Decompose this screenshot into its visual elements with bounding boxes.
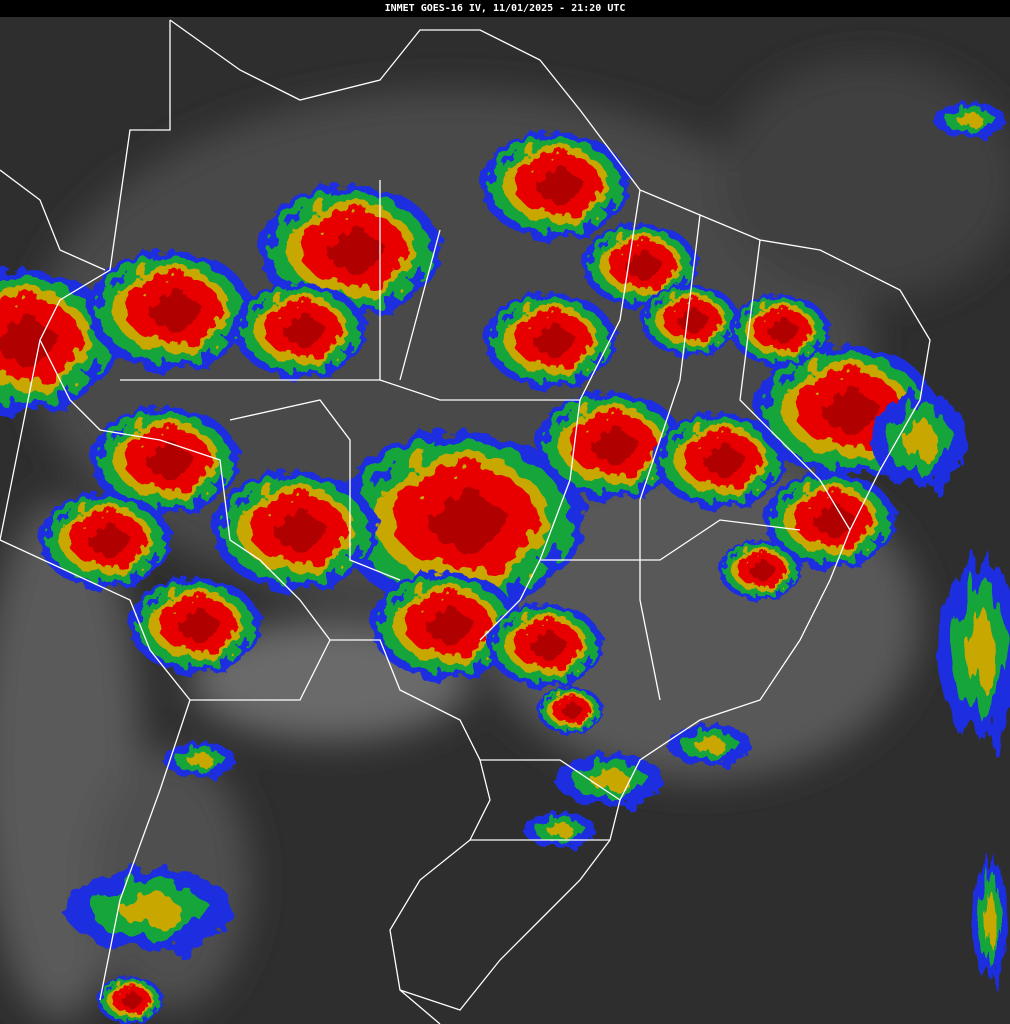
satellite-map [0,17,1010,1024]
title: INMET GOES-16 IV, 11/01/2025 - 21:20 UTC [384,3,626,14]
title-bar: INMET GOES-16 IV, 11/01/2025 - 21:20 UTC [0,0,1010,17]
borders [0,19,931,1024]
